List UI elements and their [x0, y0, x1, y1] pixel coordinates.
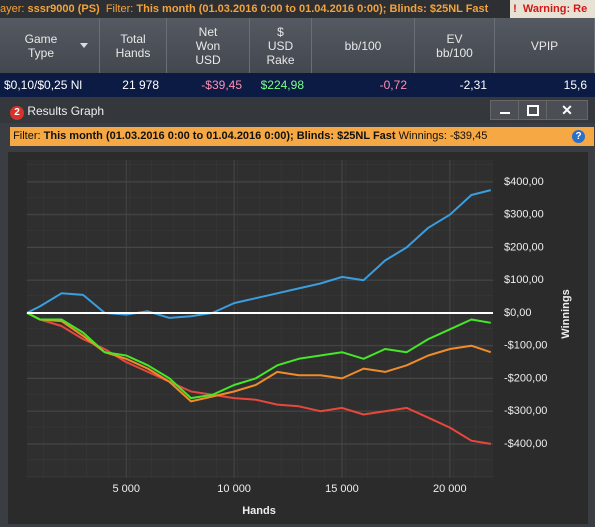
series-line — [26, 312, 491, 400]
maximize-button[interactable] — [518, 100, 548, 120]
top-bar: ayer: sssr9000 (PS) Filter: This month (… — [0, 0, 595, 18]
sort-arrow — [80, 43, 88, 48]
column-header[interactable]: VPIP — [495, 18, 595, 73]
window-icon: 2 — [10, 106, 24, 120]
table-header: Game Type Total Hands Net Won USD $ USD Rak… — [0, 18, 595, 73]
column-header[interactable]: Net Won USD — [167, 18, 250, 73]
warning[interactable]: ! Warning: Re — [510, 0, 595, 18]
y-tick-label: -$400,00 — [504, 438, 547, 450]
y-tick-label: -$300,00 — [504, 405, 547, 417]
table-cell: 15,6 — [563, 78, 587, 92]
table-cell: $224,98 — [260, 78, 304, 92]
column-header[interactable]: $ USD Rake — [250, 18, 312, 73]
winnings-label: Winnings: — [398, 130, 447, 142]
y-tick-label: $100,00 — [504, 274, 544, 286]
player: sssr9000 (PS) — [27, 3, 100, 15]
close-button[interactable]: ✕ — [546, 100, 588, 120]
table-cell: -0,72 — [379, 78, 407, 92]
table-cell: 21 978 — [122, 78, 159, 92]
filter-label: Filter: — [105, 3, 134, 15]
y-tick-label: $200,00 — [504, 241, 544, 253]
y-tick-label: $400,00 — [504, 176, 544, 188]
window-title-text: Results Graph — [27, 104, 105, 118]
x-tick-label: 10 000 — [217, 483, 251, 495]
warning-icon: ! — [513, 3, 517, 15]
winnings: -$39,45 — [450, 130, 488, 142]
minor-grid — [27, 160, 493, 478]
table-cell: $0,10/$0,25 Nl — [4, 78, 83, 92]
column-header[interactable]: bb/100 — [312, 18, 415, 73]
x-tick-label: 20 000 — [433, 483, 467, 495]
window-title: 2 Results Graph — [10, 100, 104, 122]
filter-bar: Filter: This month (01.03.2016 0:00 to 0… — [10, 127, 594, 146]
help-button[interactable]: ? — [572, 130, 585, 143]
y-tick-label: $0,00 — [504, 307, 532, 319]
x-tick-label: 15 000 — [325, 483, 359, 495]
filter-text: This month (01.03.2016 0:00 to 01.04.201… — [43, 130, 396, 142]
minimize-button[interactable] — [490, 100, 520, 120]
x-axis-title: Hands — [242, 505, 276, 517]
filter: This month (01.03.2016 0:00 to 01.04.201… — [136, 3, 489, 15]
y-tick-label: -$200,00 — [504, 372, 547, 384]
column-header[interactable]: EV bb/100 — [415, 18, 495, 73]
table-cell: -2,31 — [459, 78, 487, 92]
table-row[interactable]: $0,10/$0,25 Nl 21 978 -$39,45 $224,98 -0,72 -… — [0, 73, 595, 97]
filter-label: Filter: — [13, 130, 41, 142]
player-label: ayer: — [0, 3, 25, 15]
column-header[interactable]: Game Type — [0, 18, 100, 73]
column-header[interactable]: Total Hands — [100, 18, 167, 73]
chart: Hands Winnings $400,00 $300,00 $200,00 $100… — [8, 152, 588, 524]
series-line — [26, 189, 492, 319]
x-tick-label: 5 000 — [112, 483, 140, 495]
table-cell: -$39,45 — [201, 78, 242, 92]
y-tick-label: $300,00 — [504, 209, 544, 221]
y-axis-title: Winnings — [560, 289, 572, 338]
warning-text: Warning: Re — [522, 3, 588, 15]
y-tick-label: -$100,00 — [504, 340, 547, 352]
